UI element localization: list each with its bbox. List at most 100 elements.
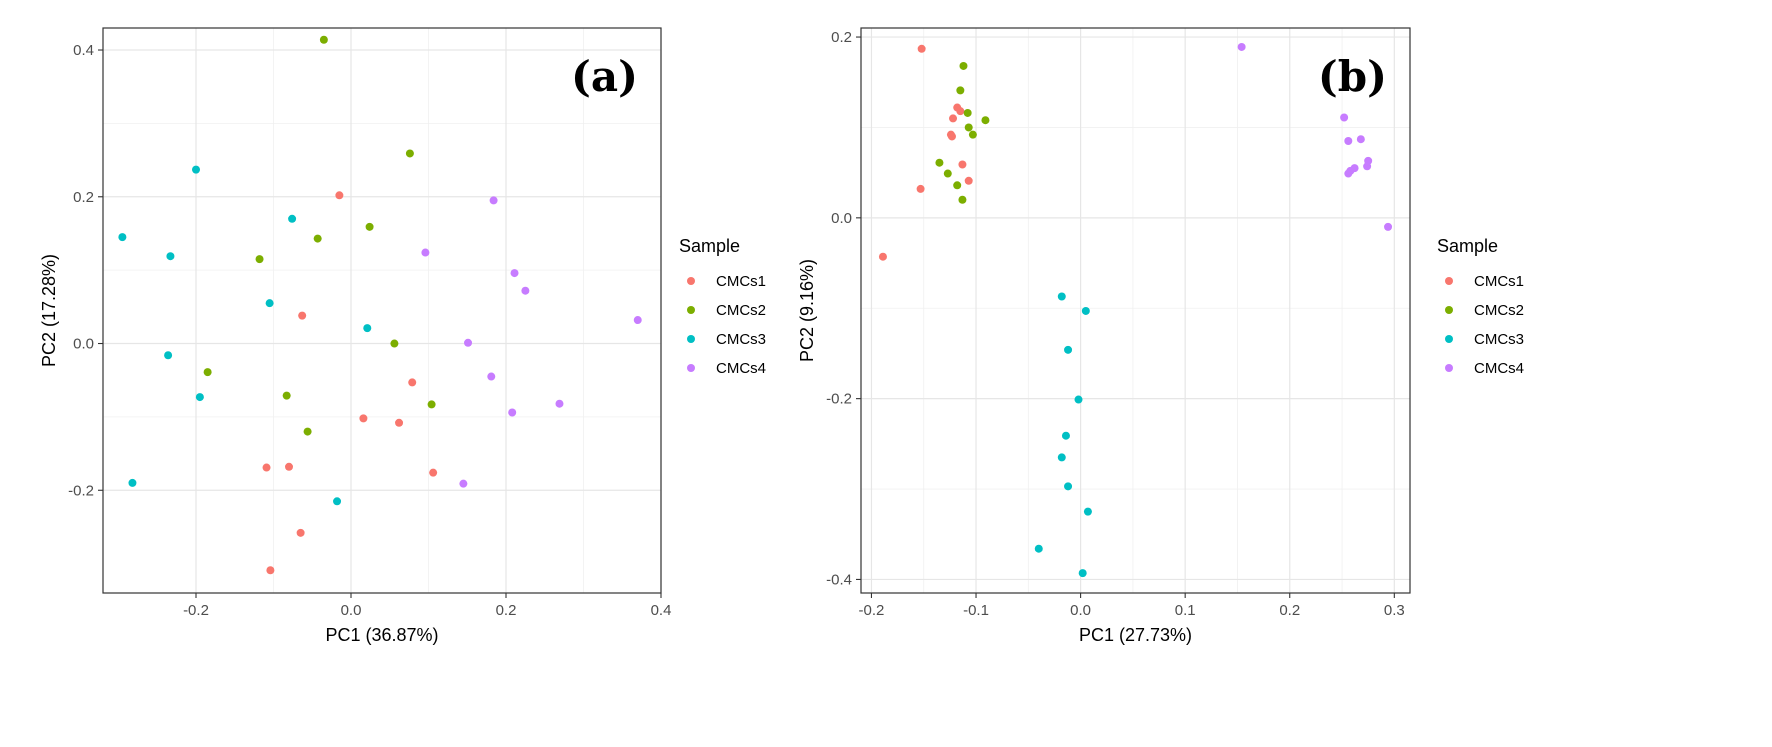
y-tick-label: 0.2 <box>831 29 852 46</box>
y-tick-label: 0.0 <box>73 336 94 353</box>
data-point-cmcs1 <box>946 130 955 139</box>
panel-b-legend: Sample CMCs1 CMCs2 CMCs3 CMCs4 <box>1437 236 1524 377</box>
data-point-cmcs1 <box>262 463 271 472</box>
data-point-cmcs4 <box>1356 135 1365 144</box>
data-point-cmcs4 <box>421 248 430 257</box>
legend-swatch-cmcs2 <box>1445 306 1453 314</box>
panel-a-frame <box>102 27 662 594</box>
y-tick-label: 0.4 <box>73 42 94 59</box>
legend-label-cmcs2: CMCs2 <box>716 302 766 319</box>
legend-swatch-cmcs1 <box>1445 277 1453 285</box>
data-point-cmcs3 <box>1064 345 1073 354</box>
data-point-cmcs2 <box>405 149 414 158</box>
x-tick-label: 0.1 <box>1175 602 1196 619</box>
data-point-cmcs2 <box>255 255 264 264</box>
data-point-cmcs1 <box>296 528 305 537</box>
data-point-cmcs3 <box>1057 453 1066 462</box>
data-point-cmcs3 <box>1074 395 1083 404</box>
data-point-cmcs3 <box>1034 544 1043 553</box>
panel-b-frame <box>860 27 1411 594</box>
data-point-cmcs2 <box>427 400 436 409</box>
data-point-cmcs3 <box>1081 306 1090 315</box>
data-point-cmcs1 <box>429 468 438 477</box>
data-point-cmcs2 <box>313 234 322 243</box>
data-point-cmcs3 <box>363 324 372 333</box>
y-tick-label: -0.2 <box>826 391 852 408</box>
panel-a-points <box>118 35 642 575</box>
panel-a-legend-title: Sample <box>679 236 740 256</box>
data-point-cmcs1 <box>266 566 275 575</box>
data-point-cmcs4 <box>487 372 496 381</box>
data-point-cmcs4 <box>489 196 498 205</box>
data-point-cmcs3 <box>265 299 274 308</box>
data-point-cmcs2 <box>943 169 952 178</box>
legend-label-cmcs2: CMCs2 <box>1474 302 1524 319</box>
panel-a-ticks: -0.2 0.0 0.2 0.4 -0.2 0.0 0.2 0.4 <box>68 42 671 619</box>
data-point-cmcs2 <box>390 339 399 348</box>
data-point-cmcs1 <box>917 44 926 53</box>
legend-label-cmcs4: CMCs4 <box>1474 360 1524 377</box>
panel-b-ticks: -0.2 -0.1 0.0 0.1 0.2 0.3 -0.4 -0.2 0.0 0.2 <box>826 29 1405 619</box>
panel-a: -0.2 0.0 0.2 0.4 -0.2 0.0 0.2 0.4 (a) PC1 (36.8… <box>39 27 766 645</box>
data-point-cmcs3 <box>166 252 175 261</box>
legend-label-cmcs3: CMCs3 <box>716 331 766 348</box>
data-point-cmcs1 <box>916 184 925 193</box>
data-point-cmcs1 <box>285 462 293 471</box>
legend-label-cmcs1: CMCs1 <box>716 273 766 290</box>
data-point-cmcs2 <box>956 86 965 95</box>
legend-label-cmcs3: CMCs3 <box>1474 331 1524 348</box>
data-point-cmcs1 <box>408 378 417 387</box>
data-point-cmcs1 <box>298 311 307 320</box>
data-point-cmcs2 <box>319 35 328 44</box>
data-point-cmcs4 <box>1363 162 1372 171</box>
data-point-cmcs1 <box>395 418 404 427</box>
panel-b-legend-items: CMCs1 CMCs2 CMCs3 CMCs4 <box>1445 273 1524 377</box>
data-point-cmcs1 <box>958 160 967 169</box>
data-point-cmcs2 <box>963 108 972 117</box>
legend-label-cmcs4: CMCs4 <box>716 360 766 377</box>
x-tick-label: 0.2 <box>1279 602 1300 619</box>
data-point-cmcs1 <box>878 252 887 261</box>
legend-swatch-cmcs4 <box>1445 364 1453 372</box>
panel-b: -0.2 -0.1 0.0 0.1 0.2 0.3 -0.4 -0.2 0.0 0.2 (b) P… <box>797 27 1524 645</box>
data-point-cmcs4 <box>510 269 519 278</box>
legend-swatch-cmcs1 <box>687 277 695 285</box>
panel-a-legend-items: CMCs1 CMCs2 CMCs3 CMCs4 <box>687 273 766 377</box>
x-tick-label: 0.4 <box>651 602 672 619</box>
data-point-cmcs3 <box>1061 431 1070 440</box>
data-point-cmcs4 <box>1237 42 1246 51</box>
data-point-cmcs2 <box>959 61 968 70</box>
data-point-cmcs3 <box>1078 569 1087 578</box>
data-point-cmcs1 <box>359 414 368 423</box>
y-tick-label: 0.2 <box>73 189 94 206</box>
y-tick-label: 0.0 <box>831 210 852 227</box>
data-point-cmcs4 <box>1340 113 1349 122</box>
data-point-cmcs3 <box>1083 507 1092 516</box>
data-point-cmcs1 <box>964 176 973 185</box>
data-point-cmcs4 <box>508 408 517 417</box>
panel-b-grid <box>861 28 1410 593</box>
panel-b-legend-title: Sample <box>1437 236 1498 256</box>
data-point-cmcs3 <box>118 233 127 242</box>
panel-b-points <box>878 42 1393 578</box>
panel-b-y-axis-title: PC2 (9.16%) <box>797 259 817 362</box>
data-point-cmcs2 <box>968 130 977 139</box>
legend-label-cmcs1: CMCs1 <box>1474 273 1524 290</box>
data-point-cmcs4 <box>633 316 642 325</box>
data-point-cmcs4 <box>555 399 564 408</box>
data-point-cmcs2 <box>964 123 973 132</box>
data-point-cmcs2 <box>958 195 967 204</box>
y-tick-label: -0.2 <box>68 482 94 499</box>
data-point-cmcs2 <box>953 181 962 190</box>
panel-a-x-axis-title: PC1 (36.87%) <box>325 625 438 645</box>
x-tick-label: 0.3 <box>1384 602 1405 619</box>
data-point-cmcs4 <box>459 479 468 488</box>
data-point-cmcs1 <box>949 114 958 123</box>
data-point-cmcs3 <box>164 351 173 360</box>
data-point-cmcs3 <box>195 393 204 402</box>
x-tick-label: 0.0 <box>341 602 362 619</box>
data-point-cmcs3 <box>192 165 200 174</box>
data-point-cmcs4 <box>521 286 530 295</box>
data-point-cmcs2 <box>203 368 212 377</box>
x-tick-label: -0.2 <box>183 602 209 619</box>
